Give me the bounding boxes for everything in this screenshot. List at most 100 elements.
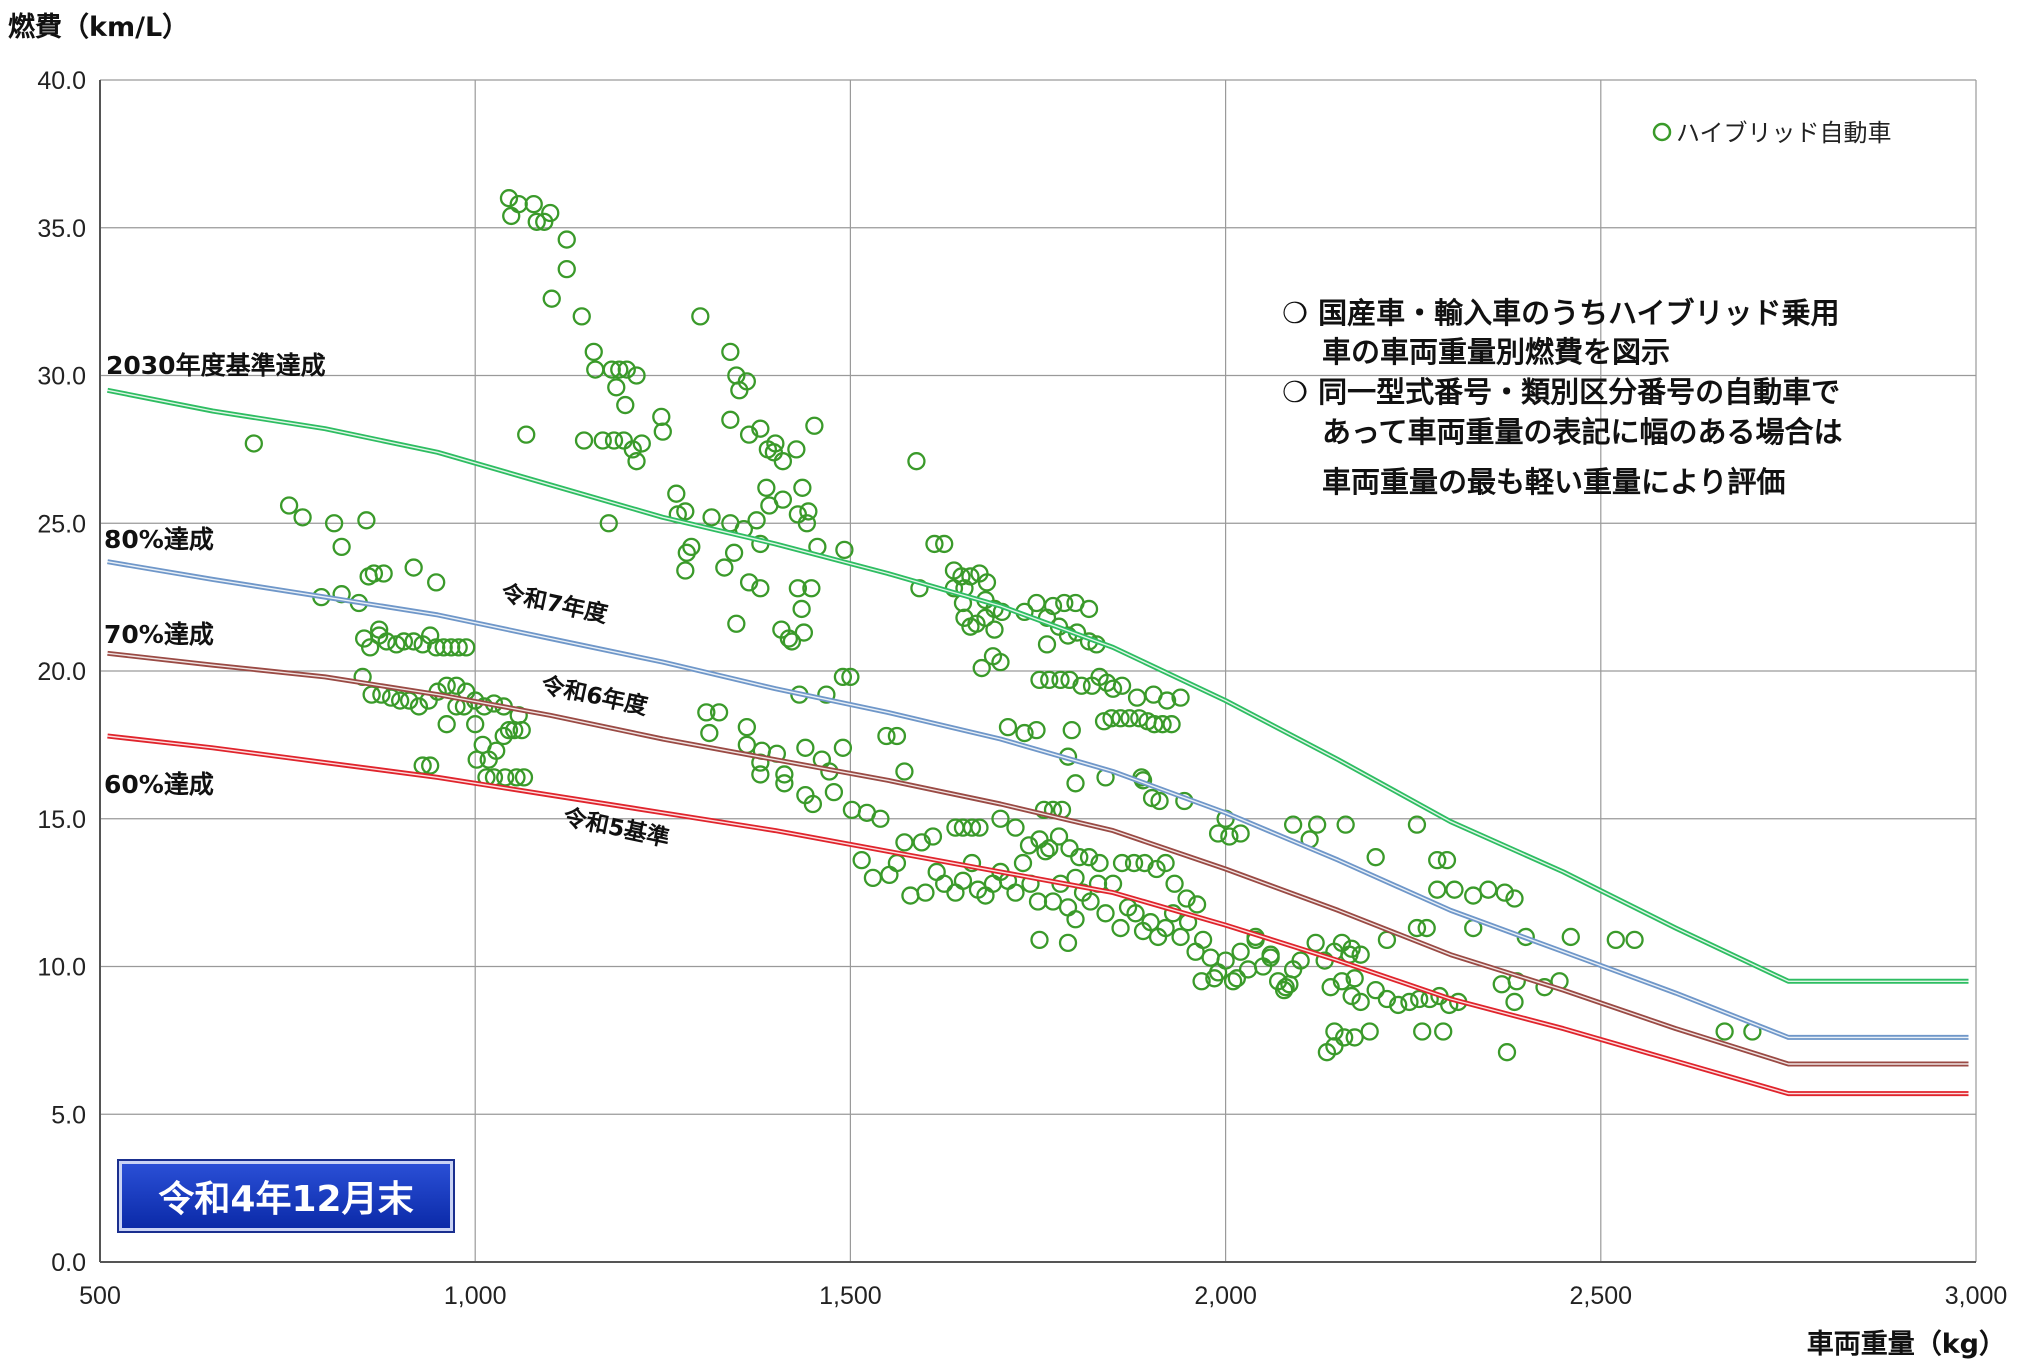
data-point <box>632 434 651 453</box>
data-point <box>803 794 823 814</box>
data-point <box>1291 951 1310 970</box>
data-point <box>1171 688 1190 707</box>
data-point <box>1120 709 1139 728</box>
data-point <box>1208 824 1228 843</box>
data-point <box>324 514 344 533</box>
data-point <box>946 883 965 902</box>
data-point <box>1171 927 1190 947</box>
data-point <box>1332 972 1352 991</box>
tick-labels: 0.0 5.0 10.0 15.0 20.0 25.0 30.0 35.0 40.0 500 1,0… <box>37 67 2007 1310</box>
data-point <box>1111 709 1130 728</box>
data-point <box>1150 791 1169 811</box>
line-2030-target-highlight <box>107 389 1969 982</box>
data-point <box>1360 1022 1379 1041</box>
data-point <box>779 629 799 648</box>
data-point <box>927 862 946 882</box>
data-point <box>796 738 815 757</box>
data-point <box>1156 918 1175 938</box>
line-70-percent-highlight <box>107 652 1969 1065</box>
data-point <box>1216 951 1235 970</box>
data-point <box>792 599 811 619</box>
data-point <box>1015 723 1034 743</box>
data-point <box>747 511 766 530</box>
data-point <box>895 762 914 781</box>
data-point <box>1437 850 1457 870</box>
y-tick-label: 25.0 <box>37 510 86 538</box>
data-point <box>394 632 414 651</box>
data-point <box>739 573 759 592</box>
data-point <box>916 883 935 902</box>
data-point <box>1321 978 1340 997</box>
data-point <box>374 564 393 583</box>
data-point <box>332 537 351 557</box>
data-point <box>616 395 635 415</box>
data-point <box>1428 880 1447 899</box>
data-point <box>1126 904 1145 923</box>
data-point <box>1058 933 1078 953</box>
data-point <box>721 410 740 429</box>
data-point <box>702 508 721 527</box>
data-point <box>775 765 794 784</box>
data-point <box>1561 927 1580 947</box>
data-point <box>1072 676 1091 695</box>
data-point <box>1177 889 1196 908</box>
data-point <box>1366 848 1385 867</box>
data-point <box>737 735 756 755</box>
data-point <box>967 614 986 633</box>
data-point <box>1335 1028 1354 1047</box>
legend: ハイブリッド自動車 <box>1652 119 1892 147</box>
data-point <box>1193 930 1213 950</box>
data-point <box>912 833 931 852</box>
data-point <box>1147 859 1166 879</box>
data-point <box>953 871 973 890</box>
data-point <box>676 561 695 580</box>
data-point <box>1049 827 1069 846</box>
data-point <box>983 874 1003 893</box>
data-point <box>1715 1022 1734 1041</box>
axes <box>99 80 1976 1263</box>
data-point <box>364 564 384 583</box>
data-point <box>676 502 695 521</box>
data-point <box>991 809 1010 828</box>
data-point <box>727 614 746 633</box>
data-point <box>421 756 440 775</box>
data-point <box>895 833 914 852</box>
data-point <box>1377 989 1397 1009</box>
data-point <box>794 623 814 642</box>
data-point <box>1051 670 1070 690</box>
data-point <box>514 768 534 787</box>
data-point <box>527 212 546 231</box>
data-point <box>724 543 744 562</box>
data-point <box>1141 913 1160 932</box>
data-point <box>572 307 591 326</box>
data-point <box>817 685 836 704</box>
data-point <box>382 688 401 707</box>
data-point <box>1081 892 1100 911</box>
data-point <box>1028 892 1048 911</box>
data-point <box>593 431 612 450</box>
data-point <box>1238 960 1258 979</box>
data-point <box>1342 939 1361 958</box>
data-point <box>1445 880 1464 899</box>
data-point <box>907 452 926 471</box>
data-point <box>584 342 603 362</box>
data-point <box>1027 593 1046 613</box>
data-point <box>1434 1022 1453 1041</box>
y-tick-label: 15.0 <box>37 806 86 834</box>
data-point <box>977 573 997 592</box>
data-point <box>599 514 618 533</box>
data-point <box>824 783 844 802</box>
data-point <box>961 567 980 586</box>
data-point <box>833 667 853 687</box>
data-point <box>1145 715 1164 734</box>
data-point <box>1157 691 1177 710</box>
data-point <box>1407 815 1427 834</box>
data-point <box>991 652 1010 672</box>
data-point <box>715 558 734 577</box>
data-point <box>751 419 770 438</box>
data-point <box>887 726 907 746</box>
data-point <box>901 886 920 905</box>
data-point <box>623 440 642 459</box>
data-point <box>1027 720 1046 740</box>
